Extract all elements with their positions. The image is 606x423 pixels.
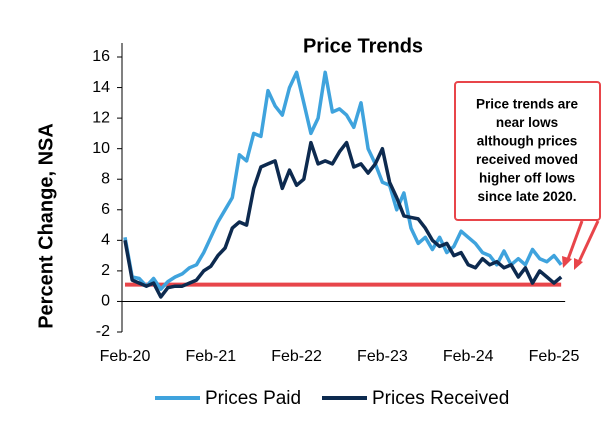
y-tick-label: 0 (101, 293, 110, 310)
y-tick-label: 4 (101, 232, 110, 249)
x-tick-label: Feb-23 (357, 348, 408, 365)
annotation-text: received moved (476, 152, 578, 167)
arrow-head (574, 258, 583, 270)
chart-title: Price Trends (303, 35, 423, 57)
series-line (123, 140, 563, 299)
legend-label: Prices Paid (205, 388, 301, 409)
arrow (576, 220, 600, 265)
x-tick-label: Feb-20 (100, 348, 151, 365)
y-tick-label: 16 (92, 48, 110, 65)
y-tick-label: -2 (96, 323, 110, 340)
x-tick-label: Feb-22 (271, 348, 322, 365)
y-tick-label: 10 (92, 140, 110, 157)
x-tick-label: Feb-21 (185, 348, 236, 365)
y-tick-label: 2 (101, 262, 110, 279)
y-tick-label: 14 (92, 79, 110, 96)
legend-label: Prices Received (372, 388, 509, 409)
series-line (123, 70, 563, 291)
annotation-text: near lows (496, 115, 558, 130)
y-tick-label: 12 (92, 109, 110, 126)
annotation-text: higher off lows (479, 171, 575, 186)
x-tick-label: Feb-25 (529, 348, 580, 365)
annotation-text: Price trends are (476, 97, 579, 112)
y-axis-label: Percent Change, NSA (35, 123, 57, 329)
y-tick-label: 6 (101, 201, 110, 218)
arrow-head (562, 256, 572, 268)
annotation-text: since late 2020. (477, 189, 576, 204)
arrow (565, 220, 584, 263)
x-tick-label: Feb-24 (443, 348, 494, 365)
y-tick-label: 8 (101, 170, 110, 187)
annotation-text: although prices (477, 134, 578, 149)
annotation-box (454, 81, 601, 221)
